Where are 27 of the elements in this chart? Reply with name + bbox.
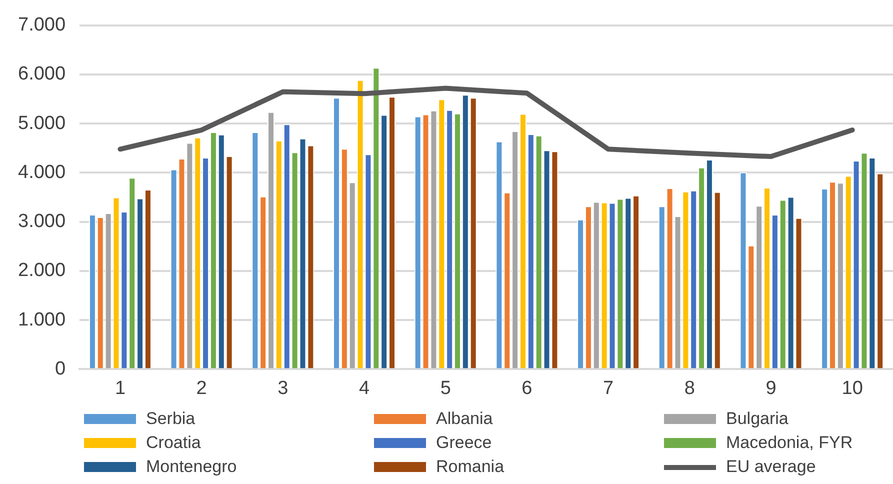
- x-tick-label: 6: [522, 378, 532, 399]
- legend-label: Macedonia, FYR: [726, 433, 853, 453]
- legend-label: Bulgaria: [726, 409, 788, 429]
- y-tick-label: 6.000: [18, 64, 66, 85]
- y-tick-label: 2.000: [18, 260, 66, 282]
- x-tick-label: 4: [358, 378, 370, 399]
- legend-label: Montenegro: [146, 457, 237, 477]
- y-tick-label: 7.000: [18, 14, 66, 36]
- legend-label: Albania: [436, 409, 493, 429]
- x-tick-label: 7: [603, 378, 614, 399]
- x-tick-label: 10: [842, 378, 863, 399]
- x-tick-label: 5: [440, 378, 451, 399]
- legend-label: Serbia: [146, 409, 196, 429]
- legend-label: Romania: [436, 457, 504, 477]
- x-tick-label: 9: [766, 378, 776, 399]
- x-tick-label: 1: [114, 378, 126, 399]
- y-tick-label: 3.000: [18, 211, 66, 232]
- y-tick-label: 0: [54, 358, 66, 380]
- y-tick-label: 4.000: [18, 162, 66, 183]
- legend-label: Greece: [436, 433, 492, 453]
- x-tick-label: 3: [278, 378, 288, 399]
- y-tick-label: 5.000: [18, 112, 66, 134]
- legend-label: EU average: [726, 457, 816, 477]
- y-tick-label: 1.000: [18, 309, 66, 330]
- x-tick-label: 2: [196, 378, 207, 399]
- legend-label: Croatia: [146, 433, 201, 453]
- x-tick-label: 8: [684, 378, 695, 399]
